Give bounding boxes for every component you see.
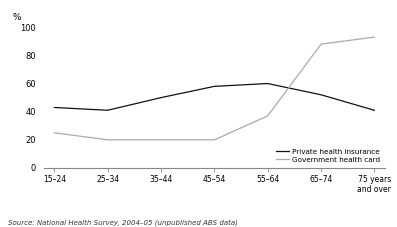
Private health insurance: [212, 85, 217, 88]
Government health card: [265, 115, 270, 117]
Government health card: [319, 43, 324, 45]
Private health insurance: [52, 106, 57, 109]
Government health card: [372, 36, 377, 38]
Private health insurance: [319, 94, 324, 96]
Private health insurance: [265, 82, 270, 85]
Line: Private health insurance: Private health insurance: [54, 84, 374, 110]
Legend: Private health insurance, Government health card: Private health insurance, Government hea…: [275, 147, 382, 164]
Text: %: %: [13, 13, 21, 22]
Private health insurance: [105, 109, 110, 112]
Line: Government health card: Government health card: [54, 37, 374, 140]
Text: Source: National Health Survey, 2004–05 (unpublished ABS data): Source: National Health Survey, 2004–05 …: [8, 219, 238, 226]
Government health card: [105, 138, 110, 141]
Government health card: [212, 138, 217, 141]
Government health card: [159, 138, 164, 141]
Government health card: [52, 131, 57, 134]
Private health insurance: [159, 96, 164, 99]
Private health insurance: [372, 109, 377, 112]
